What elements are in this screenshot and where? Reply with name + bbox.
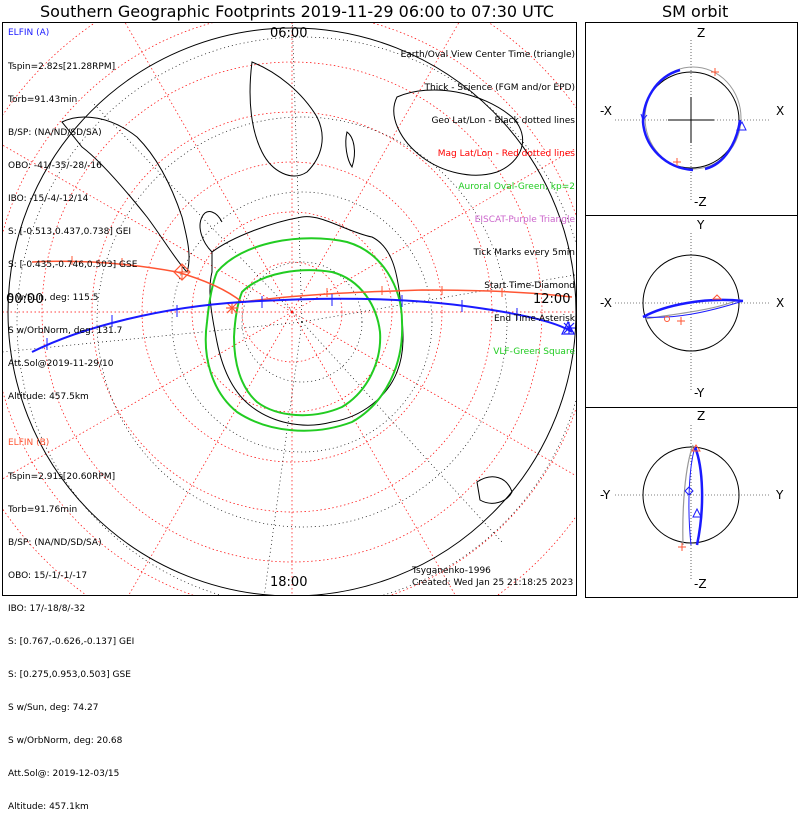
elfin-a-line: OBO: -41/-35/-28/-16 [8,161,102,171]
footprint-map-frame [2,22,577,596]
elfin-b-line: Altitude: 457.1km [8,802,89,812]
legend-end-time: End Time-Asterisk [493,314,575,324]
south-america-coastline [61,116,190,273]
yz-axis-top: Z [697,409,706,423]
auroral-oval-outer [204,237,404,432]
yz-axis-bottom: -Z [694,577,707,591]
legend-eiscat: EISCAT-Purple Triangle [474,215,575,225]
elfin-a-line: S w/Sun, deg: 115.5 [8,293,99,303]
legend-auroral-oval: Auroral Oval-Green, kp=2 [458,182,575,192]
legend-view-center: Earth/Oval View Center Time (triangle) [400,50,575,60]
sm-orbit-title: SM orbit [662,2,729,21]
yz-axis-left: -Y [600,488,611,502]
elfin-b-line: S w/OrbNorm, deg: 20.68 [8,736,123,746]
legend-start-time: Start Time-Diamond [484,281,575,291]
new-zealand-coastline [476,476,513,504]
auroral-oval-inner [232,269,382,417]
created-timestamp: Created: Wed Jan 25 21:18:25 2023 [412,578,574,588]
elfin-b-line: S w/Sun, deg: 74.27 [8,703,99,713]
elfin-a-line: Att.Sol@2019-11-29/10 [8,359,114,369]
elfin-a-line: Altitude: 457.5km [8,392,89,402]
legend-mag-grid: Mag Lat/Lon - Red dotted lines [437,149,575,159]
elfin-b-ticks [71,256,503,297]
elfin-b-line: S: [0.767,-0.626,-0.137] GEI [8,637,135,647]
elfin-b-end-asterisk [226,302,238,314]
horizon-circle [7,27,576,595]
legend-geo-grid: Geo Lat/Lon - Black dotted lines [431,116,575,126]
elfin-a-line: Torb=91.43min [8,95,78,105]
xy-axis-top: Y [697,218,705,232]
elfin-b-line: OBO: 15/-1/-1/-17 [8,571,88,581]
antarctic-peninsula [199,211,223,253]
elfin-a-line: S w/OrbNorm, deg: 131.7 [8,326,123,336]
elfin-a-line: IBO: -15/-4/-12/14 [8,194,89,204]
orbit-elfin-a-xy [642,298,744,319]
legend-tick-marks: Tick Marks every 5min [473,248,575,258]
xz-axis-top: Z [697,26,706,40]
elfin-b-line: S: [0.275,0.953,0.503] GSE [8,670,131,680]
australia-coastline [393,89,524,176]
elfin-b-line: B/SP: (NA/ND/SD/SA) [8,538,102,548]
africa-coastline [249,61,323,177]
sm-panel-yz [615,425,770,580]
clock-label-left: 00:00 [6,292,44,307]
clock-label-bottom: 18:00 [270,575,308,590]
elfin-b-start-diamond [173,263,191,281]
elfin-a-track [31,297,573,353]
legend: Earth/Oval View Center Time (triangle) T… [401,28,575,369]
sm-panel-xy [615,233,770,390]
elfin-a-line: S: [-0.435,-0.746,0.503] GSE [8,260,138,270]
legend-vlf: VLF-Green Square [493,347,575,357]
orbit-elfin-a-xz [641,68,694,172]
antarctica-coastline [209,216,404,426]
xy-axis-left: -X [600,296,612,310]
elfin-b-line: IBO: 17/-18/8/-32 [8,604,86,614]
elfin-a-line: S: [-0.513,0.437,0.738] GEI [8,227,132,237]
legend-science: Thick - Science (FGM and/or EPD) [424,83,575,93]
xz-axis-right: X [776,104,785,118]
elfin-b-line: Tspin=2.91s[20.60RPM] [8,472,116,482]
sm-panel-xz [615,40,770,200]
view-center-triangle [561,320,575,335]
orbit-elfin-b-yz [682,444,694,546]
elfin-b-info: Tspin=2.91s[20.60RPM] Torb=91.76min B/SP… [8,450,134,824]
elfin-a-line: B/SP: (NA/ND/SD/SA) [8,128,102,138]
geo-grid [3,23,576,595]
elfin-a-ticks [46,294,518,350]
xy-axis-bottom: -Y [694,386,705,400]
xy-axis-right: X [776,296,785,310]
page-title: Southern Geographic Footprints 2019-11-2… [40,2,554,21]
madagascar-coastline [345,131,355,169]
mag-lon-grid [3,23,576,595]
elfin-b-line: Att.Sol@: 2019-12-03/15 [8,769,120,779]
elfin-a-info: Tspin=2.82s[21.28RPM] Torb=91.43min B/SP… [8,40,137,414]
elfin-b-name: ELFIN (B) [8,438,50,448]
footprint-map [3,23,576,595]
orbit-elfin-a-yz [693,446,704,546]
yz-axis-right: Y [776,488,784,502]
clock-label-right: 12:00 [533,292,571,307]
xz-axis-left: -X [600,104,612,118]
elfin-a-name: ELFIN (A) [8,28,50,38]
model-credit: Tsyganenko-1996 [412,566,491,576]
xz-axis-bottom: -Z [694,195,707,209]
elfin-b-line: Torb=91.76min [8,505,78,515]
sm-panel-yz-frame [585,407,798,598]
clock-label-top: 06:00 [270,26,308,41]
elfin-a-line: Tspin=2.82s[21.28RPM] [8,62,116,72]
